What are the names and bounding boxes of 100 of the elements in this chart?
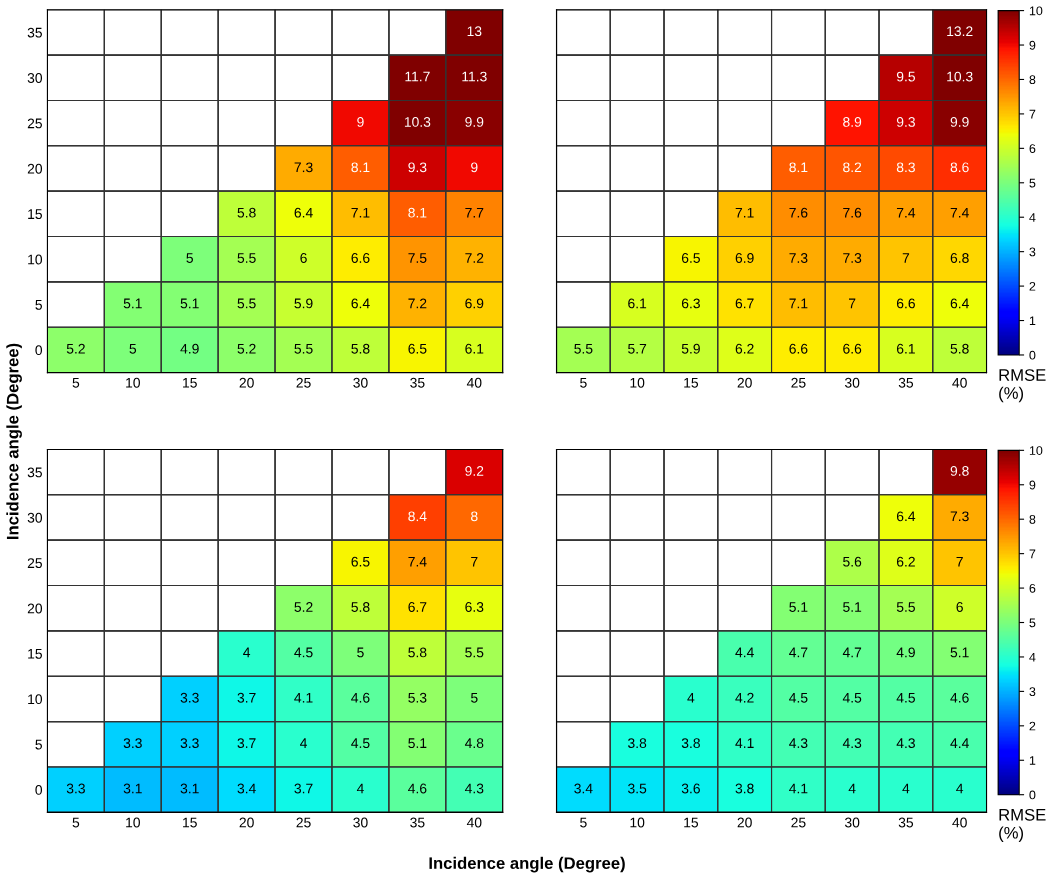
data-label: 3.1 xyxy=(123,783,142,794)
x-tick-label: 20 xyxy=(737,817,752,828)
data-label: 13.2 xyxy=(947,26,973,37)
data-label: 6.1 xyxy=(896,343,915,354)
data-label: 3.4 xyxy=(574,783,593,794)
data-label: 5.1 xyxy=(950,647,969,658)
x-tick-label: 5 xyxy=(580,378,587,388)
data-label: 3.8 xyxy=(735,783,754,794)
data-label: 9.8 xyxy=(950,466,969,476)
data-label: 4.4 xyxy=(950,738,969,748)
color-bar-label: 7 xyxy=(1029,109,1036,119)
y-tick-label: 10 xyxy=(28,254,43,265)
data-label: 4 xyxy=(687,692,695,703)
data-label: 4.6 xyxy=(408,783,427,794)
y-tick-label: 35 xyxy=(27,467,42,478)
data-label: 4.6 xyxy=(950,692,969,703)
data-label: 7 xyxy=(902,253,910,263)
y-tick-label: 15 xyxy=(28,649,42,659)
data-label: 9 xyxy=(471,162,478,173)
data-label: 8.4 xyxy=(408,511,427,522)
color-bar-label: 9 xyxy=(1029,480,1036,490)
color-bar-label: 6 xyxy=(1029,583,1036,593)
data-label: 6.9 xyxy=(735,253,754,263)
data-label: 5.5 xyxy=(237,253,256,263)
data-label: 8.2 xyxy=(843,162,862,173)
data-label: 5.2 xyxy=(294,602,313,612)
data-label: 4 xyxy=(243,647,251,658)
x-tick-label: 40 xyxy=(952,377,967,388)
y-tick-label: 15 xyxy=(28,209,42,220)
data-label: 7.3 xyxy=(950,511,969,522)
data-label: 9.3 xyxy=(896,117,915,127)
data-label: 6.4 xyxy=(896,511,916,522)
data-label: 6.5 xyxy=(681,253,700,263)
x-tick-label: 35 xyxy=(410,377,425,388)
color-bar-label: 5 xyxy=(1029,178,1036,188)
color-bar-label: 10 xyxy=(1029,6,1043,16)
data-label: 5.9 xyxy=(294,298,313,309)
x-tick-label: 5 xyxy=(72,378,80,388)
data-label: 8.3 xyxy=(896,162,915,173)
data-label: 6.3 xyxy=(681,298,700,309)
data-label: 6.7 xyxy=(408,602,427,612)
data-label: 3.8 xyxy=(628,738,647,749)
data-label: 5.5 xyxy=(465,647,484,658)
color-bar-label: 4 xyxy=(1029,652,1036,662)
data-label: 3.3 xyxy=(180,738,199,749)
data-label: 7.5 xyxy=(408,253,427,263)
data-label: 6.6 xyxy=(789,343,808,354)
data-label: 7.7 xyxy=(465,207,484,218)
data-label: 8.1 xyxy=(408,207,427,218)
color-bar-label: 7 xyxy=(1029,549,1036,559)
data-label: 7.3 xyxy=(843,253,862,263)
color-bar-label: 6 xyxy=(1029,144,1036,153)
data-label: 9.2 xyxy=(465,466,484,476)
data-label: 4.5 xyxy=(294,647,313,658)
data-label: 6.8 xyxy=(950,253,969,263)
data-label: 5.8 xyxy=(351,343,370,354)
data-label: 4.1 xyxy=(789,783,808,794)
data-label: 9.9 xyxy=(950,117,969,127)
data-label: 4.9 xyxy=(180,343,199,354)
data-label: 6.2 xyxy=(896,556,915,567)
data-label: 6.9 xyxy=(465,298,484,309)
data-label: 6.1 xyxy=(628,298,647,309)
data-label: 5.1 xyxy=(123,298,142,309)
data-label: 3.7 xyxy=(237,692,256,703)
data-label: 8.9 xyxy=(843,117,862,127)
color-bar-label: 3 xyxy=(1029,687,1036,697)
data-label: 9 xyxy=(357,117,364,127)
data-label: 7.1 xyxy=(789,298,808,309)
y-tick-label: 0 xyxy=(35,785,43,795)
data-label: 3.8 xyxy=(681,738,700,749)
data-label: 4.1 xyxy=(735,738,754,748)
data-label: 7 xyxy=(956,556,963,567)
x-tick-label: 40 xyxy=(952,817,967,828)
data-label: 5.5 xyxy=(294,343,313,354)
data-label: 6.2 xyxy=(735,343,754,354)
data-label: 7 xyxy=(849,298,856,309)
x-tick-label: 35 xyxy=(898,817,914,828)
color-bar-label: 4 xyxy=(1029,213,1036,222)
color-bar-title: RMSE (%) xyxy=(999,808,1046,842)
color-bar-label: 8 xyxy=(1029,75,1036,85)
data-label: 6 xyxy=(956,602,963,612)
y-tick-label: 30 xyxy=(27,73,43,83)
data-label: 7.4 xyxy=(950,207,969,218)
data-label: 4.2 xyxy=(735,692,754,703)
color-bar-label: 1 xyxy=(1029,316,1036,326)
color-bar-label: 2 xyxy=(1029,721,1036,731)
data-label: 4.3 xyxy=(464,783,484,794)
x-tick-label: 15 xyxy=(684,817,699,828)
x-tick-label: 25 xyxy=(791,817,806,828)
data-label: 6.4 xyxy=(950,298,969,309)
data-label: 6.6 xyxy=(843,343,862,354)
data-label: 5.2 xyxy=(237,343,256,354)
data-label: 6.7 xyxy=(735,298,754,309)
data-label: 4.6 xyxy=(351,692,370,703)
x-tick-label: 10 xyxy=(630,817,645,828)
data-label: 7.1 xyxy=(735,207,754,218)
x-tick-label: 25 xyxy=(296,377,311,388)
data-label: 7.3 xyxy=(294,162,313,173)
data-label: 3.7 xyxy=(294,783,313,794)
data-label: 4.5 xyxy=(351,738,370,749)
